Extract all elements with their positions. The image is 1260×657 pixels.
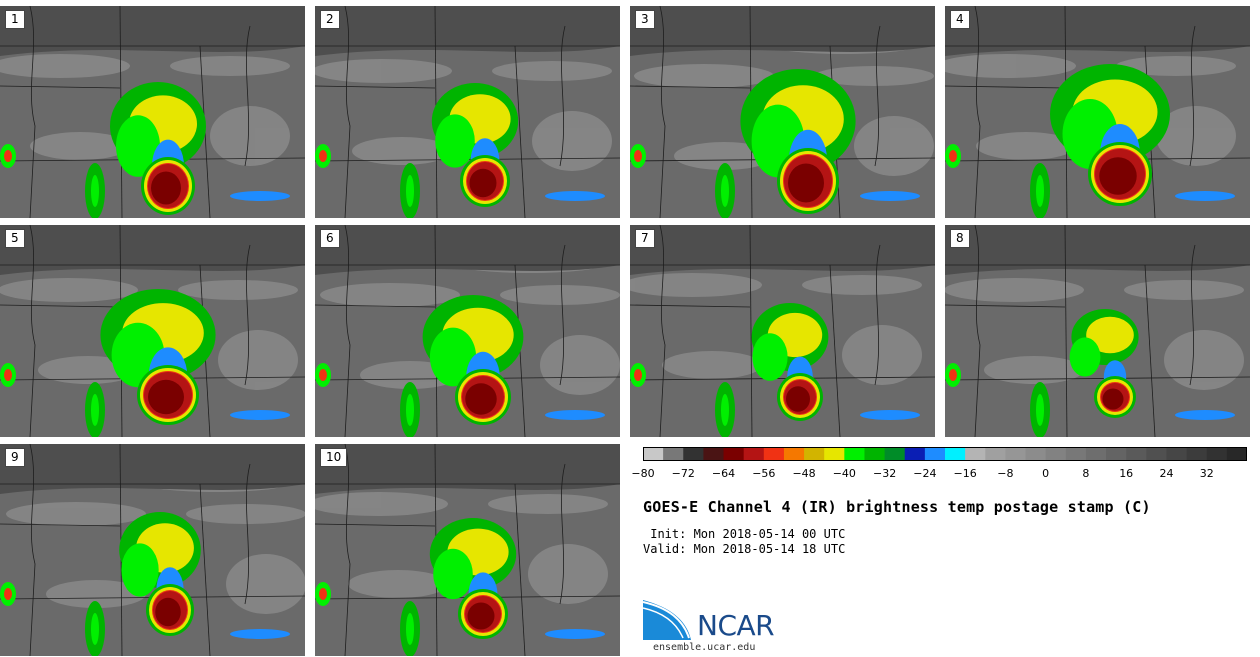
colorbar-bin: [864, 447, 886, 461]
ir-satellite-map: [945, 6, 1250, 218]
temperature-colorbar: [643, 447, 1247, 461]
member-number: 4: [950, 10, 970, 29]
colorbar-bin: [945, 447, 966, 461]
ir-satellite-map: [630, 225, 935, 437]
colorbar-tick-label: −48: [792, 467, 816, 480]
member-number: 9: [5, 448, 25, 467]
postage-stamp-7: 7: [630, 225, 935, 437]
colorbar-bin: [1226, 447, 1247, 461]
colorbar-tick-label: 16: [1119, 467, 1134, 480]
ir-satellite-map: [0, 225, 305, 437]
member-number: 3: [635, 10, 655, 29]
colorbar-tick-label: −8: [997, 467, 1014, 480]
colorbar-tick-label: −56: [752, 467, 776, 480]
postage-stamp-4: 4: [945, 6, 1250, 218]
colorbar-tick-label: −24: [913, 467, 937, 480]
postage-stamp-8: 8: [945, 225, 1250, 437]
member-number: 1: [5, 10, 25, 29]
colorbar-bin: [723, 447, 745, 461]
storm-system: [751, 303, 829, 421]
storm-system: [429, 518, 517, 639]
member-number: 8: [950, 229, 970, 248]
member-number: 5: [5, 229, 25, 248]
ir-satellite-map: [0, 444, 305, 656]
colorbar-bin: [1186, 447, 1208, 461]
colorbar-bin: [965, 447, 986, 461]
colorbar-bin: [783, 447, 805, 461]
postage-stamp-1: 1: [0, 6, 305, 218]
ir-satellite-map: [630, 6, 935, 218]
colorbar-bin: [884, 447, 906, 461]
storm-system: [740, 69, 856, 214]
colorbar-bin: [824, 447, 845, 461]
valid-time: Valid: Mon 2018-05-14 18 UTC: [643, 542, 846, 556]
ir-satellite-map: [315, 6, 620, 218]
member-number: 6: [320, 229, 340, 248]
colorbar-bin: [1126, 447, 1147, 461]
logo-wordmark: NCAR: [697, 609, 775, 642]
colorbar-bin: [703, 447, 725, 461]
colorbar-tick-label: 0: [1042, 467, 1050, 480]
colorbar-bin: [643, 447, 664, 461]
colorbar-bin: [1025, 447, 1047, 461]
postage-stamp-10: 10: [315, 444, 620, 656]
storm-system: [431, 83, 519, 207]
storm-system: [119, 512, 201, 636]
storm-system: [1069, 309, 1139, 418]
colorbar-tick-label: −80: [631, 467, 655, 480]
colorbar-bin: [1106, 447, 1127, 461]
colorbar-bin: [1166, 447, 1188, 461]
colorbar-tick-label: 32: [1199, 467, 1214, 480]
colorbar-bin: [904, 447, 926, 461]
colorbar-bin: [1045, 447, 1067, 461]
ir-satellite-map: [315, 444, 620, 656]
ir-satellite-map: [315, 225, 620, 437]
colorbar-bin: [1065, 447, 1087, 461]
colorbar-bin: [1005, 447, 1027, 461]
postage-stamp-3: 3: [630, 6, 935, 218]
colorbar-tick-label: −72: [671, 467, 695, 480]
postage-stamp-2: 2: [315, 6, 620, 218]
colorbar-bin: [1085, 447, 1107, 461]
colorbar-tick-label: −32: [872, 467, 897, 480]
logo-url: ensemble.ucar.edu: [653, 642, 756, 653]
colorbar-tick-label: 8: [1082, 467, 1090, 480]
colorbar-bin: [763, 447, 785, 461]
colorbar-tick-label: −40: [832, 467, 856, 480]
colorbar-bin: [663, 447, 684, 461]
member-number: 2: [320, 10, 340, 29]
colorbar-bin: [743, 447, 765, 461]
ir-satellite-map: [945, 225, 1250, 437]
storm-system: [422, 295, 524, 425]
postage-stamp-9: 9: [0, 444, 305, 656]
colorbar-bin: [844, 447, 865, 461]
colorbar-tick-label: −64: [711, 467, 736, 480]
ncar-logo: [643, 600, 691, 640]
colorbar-bin: [683, 447, 704, 461]
colorbar-bin: [1146, 447, 1167, 461]
colorbar-bin: [804, 447, 825, 461]
colorbar-bin: [985, 447, 1006, 461]
colorbar-bin: [924, 447, 946, 461]
member-number: 10: [320, 448, 348, 467]
colorbar-tick-label: −16: [953, 467, 977, 480]
postage-stamp-5: 5: [0, 225, 305, 437]
init-time: Init: Mon 2018-05-14 00 UTC: [643, 527, 846, 541]
member-number: 7: [635, 229, 655, 248]
colorbar-bin: [1206, 447, 1228, 461]
colorbar-tick-label: 24: [1159, 467, 1174, 480]
postage-stamp-6: 6: [315, 225, 620, 437]
storm-system: [100, 289, 216, 425]
page-title: GOES-E Channel 4 (IR) brightness temp po…: [643, 498, 1151, 516]
ir-satellite-map: [0, 6, 305, 218]
storm-system: [1050, 64, 1170, 206]
storm-system: [110, 82, 206, 215]
